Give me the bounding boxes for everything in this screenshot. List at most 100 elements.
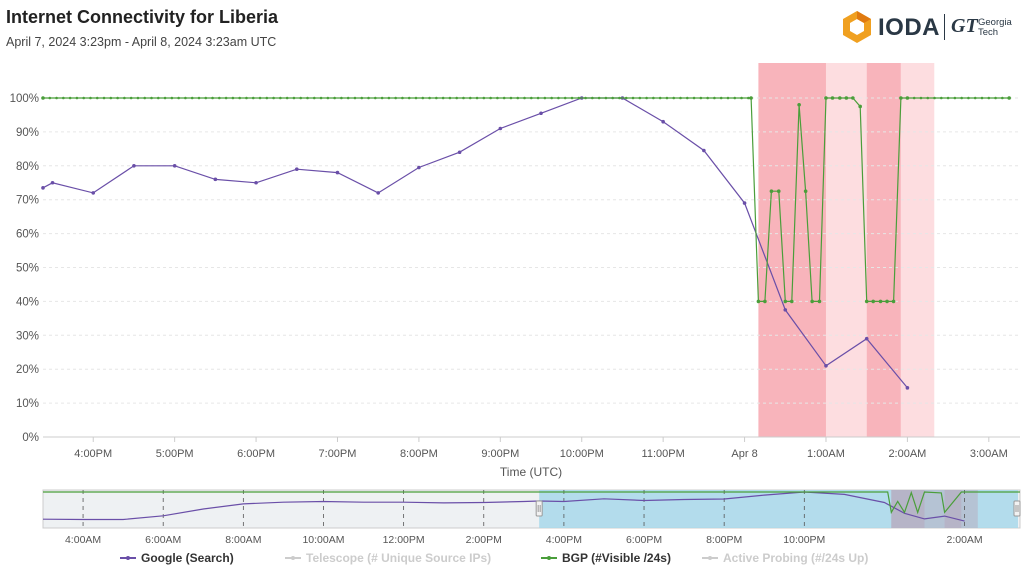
bgp-dense-point — [618, 96, 621, 100]
google-point-20 — [824, 364, 828, 368]
bgp-dense-point — [326, 96, 330, 100]
legend-item-bgp[interactable]: BGP (#Visible /24s) — [541, 551, 671, 565]
bgp-dense-point — [170, 96, 174, 100]
legend-item-google[interactable]: Google (Search) — [120, 551, 234, 565]
bgp-dense-point — [448, 96, 452, 100]
x-tick-label-3: 7:00PM — [319, 448, 357, 460]
bgp-dense-point — [245, 96, 248, 100]
navigator-chart[interactable]: 4:00AM 6:00AM 8:00AM 10:00AM 12:00PM 2:00PM 4:… — [0, 480, 1024, 552]
y-tick-label-10: 10% — [16, 398, 39, 410]
bgp-dense-point — [116, 96, 119, 100]
bgp-dense-point — [414, 96, 418, 100]
navigator-handle-right[interactable] — [1013, 500, 1021, 517]
bgp-dense-point — [258, 96, 262, 100]
bgp-dense-point — [374, 96, 377, 100]
navigator-outage-band-2 — [944, 490, 962, 528]
bgp-dense-point — [987, 96, 991, 100]
bgp-point-17 — [858, 104, 862, 109]
ioda-gt-logo[interactable]: IODA GT Georgia Tech — [840, 10, 1020, 46]
y-axis-ticks: 0% 10% 20% 30% 40% 50% 60% 70% 80% 90% 100% — [10, 93, 39, 444]
bgp-dense-point — [68, 96, 72, 100]
bgp-dense-point — [340, 96, 343, 100]
bgp-point-18 — [864, 299, 869, 304]
bgp-point-1 — [749, 96, 753, 100]
bgp-dense-point — [129, 96, 133, 100]
ioda-hexagon-icon — [843, 11, 871, 43]
bgp-dense-point — [462, 96, 465, 100]
georgia-tech-line2: Tech — [978, 27, 999, 38]
bgp-dense-point — [994, 96, 997, 100]
bgp-dense-point — [55, 96, 58, 100]
navigator-handle-left[interactable] — [535, 500, 543, 517]
bgp-dense-point — [638, 96, 642, 100]
bgp-dense-point — [536, 96, 540, 100]
google-point-16 — [661, 119, 665, 124]
bgp-dense-point — [940, 96, 943, 100]
bgp-point-5 — [776, 189, 781, 194]
bgp-dense-point — [197, 96, 201, 100]
google-point-2 — [91, 191, 96, 195]
bgp-dense-point — [455, 96, 459, 100]
x-tick-label-10: 2:00AM — [888, 448, 926, 460]
navigator-tick-label-3: 10:00AM — [302, 534, 344, 546]
legend-item-telescope[interactable]: Telescope (# Unique Source IPs) — [285, 551, 491, 565]
bgp-dense-point — [407, 96, 411, 100]
bgp-dense-point — [645, 96, 648, 100]
bgp-dense-point — [570, 96, 574, 100]
main-chart[interactable]: 0% 10% 20% 30% 40% 50% 60% 70% 80% 90% 100% 4:00PM… — [0, 55, 1024, 480]
bgp-dense-point — [41, 96, 45, 100]
x-tick-label-11: 3:00AM — [970, 448, 1008, 460]
bgp-dense-point — [679, 96, 682, 100]
bgp-point-19 — [871, 299, 876, 304]
bgp-dense-point — [530, 96, 533, 100]
georgia-tech-mark: GT — [951, 15, 978, 37]
navigator-tick-label-10: 2:00AM — [946, 534, 982, 546]
bgp-point-4 — [769, 189, 774, 194]
navigator-tick-label-0: 4:00AM — [65, 534, 101, 546]
bgp-dense-point — [946, 96, 950, 100]
bgp-dense-point — [516, 96, 520, 100]
google-point-13 — [539, 111, 543, 116]
georgia-tech-line1: Georgia — [978, 17, 1012, 28]
google-point-1 — [50, 180, 55, 185]
bgp-dense-point — [143, 96, 147, 100]
google-point-9 — [376, 191, 380, 195]
bgp-dense-point — [631, 96, 635, 100]
bgp-dense-point — [224, 96, 228, 100]
bgp-dense-point — [468, 96, 472, 100]
bgp-dense-point — [967, 96, 970, 100]
bgp-point-6 — [783, 299, 788, 304]
bgp-dense-point — [299, 96, 303, 100]
bgp-dense-point — [652, 96, 655, 100]
google-point-0 — [41, 186, 45, 190]
bgp-point-7 — [789, 299, 794, 304]
navigator-tick-label-1: 6:00AM — [145, 534, 181, 546]
x-tick-label-4: 8:00PM — [400, 448, 438, 460]
google-point-6 — [254, 180, 258, 185]
bgp-dense-point — [285, 96, 289, 100]
bgp-dense-point — [435, 96, 438, 100]
navigator-tick-label-5: 2:00PM — [466, 534, 502, 546]
x-tick-label-2: 6:00PM — [237, 448, 275, 460]
legend-bgp-label: BGP (#Visible /24s) — [562, 551, 671, 565]
bgp-dense-point — [543, 96, 547, 100]
bgp-dense-point — [980, 96, 984, 100]
outage-band-1 — [825, 63, 867, 437]
bgp-dense-point — [550, 96, 553, 100]
bgp-point-13 — [830, 96, 835, 100]
bgp-dense-point — [699, 96, 703, 100]
bgp-dense-point — [733, 96, 737, 100]
bgp-point-23 — [899, 96, 903, 100]
bgp-dense-point — [319, 96, 323, 100]
navigator-bgp-line — [43, 490, 1020, 515]
google-point-11 — [457, 150, 462, 155]
legend-item-active-probing[interactable]: Active Probing (#/24s Up) — [702, 551, 868, 565]
bgp-dense-point — [346, 96, 350, 100]
bgp-dense-point — [747, 96, 750, 100]
bgp-dense-point — [482, 96, 486, 100]
bgp-dense-point — [665, 96, 669, 100]
bgp-dense-point — [624, 96, 628, 100]
navigator-tick-label-7: 6:00PM — [626, 534, 662, 546]
bgp-dense-point — [360, 96, 364, 100]
bgp-dense-point — [387, 96, 391, 100]
